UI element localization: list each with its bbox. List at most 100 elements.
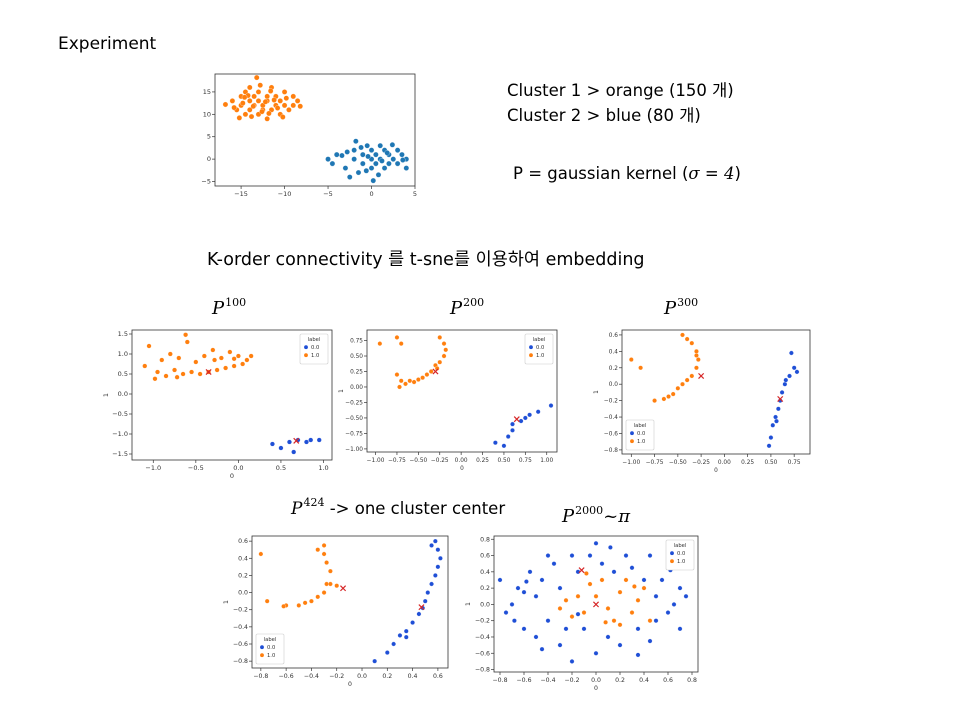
tsne-p300-plot-ytick-label: −0.4 — [604, 415, 618, 421]
raw-data-plot-frame — [214, 73, 416, 187]
tsne-p100-plot-ytick-label: 0.5 — [118, 370, 128, 378]
tsne-p424-plot-ytick-label: −0.8 — [233, 658, 248, 665]
tsne-p2000-plot-ytick-label: 0.8 — [480, 536, 490, 543]
tsne-p200-plot-point-orange — [397, 384, 402, 390]
tsne-p2000-plot-ylabel: 1 — [465, 602, 472, 606]
tsne-p2000-plot-point-blue_tsne — [677, 626, 683, 632]
raw-data-plot-point-blue_top — [373, 151, 379, 158]
tsne-p2000-plot-xtick-label: 0.2 — [615, 677, 625, 684]
tsne-p424-plot-point-blue_tsne — [425, 590, 431, 595]
tsne-p2000-plot-point-orange — [599, 577, 605, 583]
tsne-p200-plot-point-orange — [441, 353, 447, 359]
raw-data-plot-point-orange — [255, 89, 262, 95]
tsne-p200-plot-point-orange — [403, 381, 408, 387]
tsne-p100-plot-legend-marker — [304, 353, 308, 358]
tsne-p2000-plot-center-marker — [578, 567, 585, 574]
tsne-p300-plot: −1.00 −0.75 −0.50 −0.25 0.00 0.25 0.50 0.750.60… — [594, 329, 811, 474]
raw-data-plot-point-blue_top — [390, 156, 397, 162]
tsne-p300-plot-xtick-label: −1.00 — [622, 460, 640, 466]
tsne-p300-plot-ytick-label: 0.0 — [609, 382, 619, 388]
tsne-p2000-plot-point-blue_tsne — [608, 545, 613, 550]
label-p300: P300 — [664, 296, 698, 319]
tsne-p200-plot-legend-title: label — [533, 337, 546, 343]
raw-data-plot-point-orange — [262, 99, 269, 105]
tsne-p2000-plot-point-orange — [557, 606, 563, 611]
raw-data-plot-point-blue_top — [351, 156, 357, 162]
raw-data-plot-point-orange — [250, 103, 257, 110]
raw-data-plot-point-orange — [267, 88, 274, 94]
tsne-p200-plot-legend-marker — [529, 353, 533, 358]
tsne-p2000-plot-xtick-label: −0.8 — [492, 677, 507, 684]
tsne-p200-plot-point-blue_tsne — [522, 415, 528, 421]
tsne-p2000-plot-legend: label 0.0 1.0 — [665, 539, 695, 571]
raw-data-plot-point-orange — [231, 104, 237, 111]
raw-data-plot-xtick-label: 5 — [413, 190, 417, 198]
tsne-p2000-plot-point-blue_tsne — [503, 610, 509, 615]
tsne-p300-plot-point-orange — [628, 357, 634, 362]
tsne-p300-plot-point-blue_tsne — [791, 365, 797, 371]
tsne-p2000-plot-point-orange — [575, 593, 581, 599]
raw-data-plot-point-blue_top — [377, 142, 383, 149]
label-p200: P200 — [450, 296, 484, 319]
tsne-p2000-plot-ytick-label: 0.0 — [480, 601, 490, 608]
raw-data-plot-ytick-label: 15 — [203, 88, 211, 96]
tsne-p300-plot-point-orange — [661, 396, 667, 402]
tsne-p300-plot-ytick-label: −0.2 — [604, 399, 618, 405]
tsne-p2000-plot-point-blue_tsne — [677, 585, 683, 591]
tsne-p200-plot-ytick-label: 0.25 — [350, 369, 363, 375]
label-p100-exp: 100 — [225, 296, 247, 309]
tsne-p200-plot-legend-entry: 0.0 — [536, 345, 544, 351]
tsne-p2000-plot-xtick-label: 0.0 — [591, 677, 601, 684]
tsne-p424-plot-point-blue_tsne — [435, 547, 441, 553]
tsne-p200-plot-point-orange — [407, 378, 413, 384]
tsne-p200-plot-point-orange — [420, 375, 425, 381]
tsne-p100-plot-point-orange — [212, 357, 218, 363]
raw-data-plot-point-orange — [277, 98, 283, 104]
tsne-p300-plot-xlabel: 0 — [714, 468, 718, 474]
tsne-p2000-plot-point-orange — [569, 614, 575, 619]
label-p424-exp: 424 — [303, 496, 325, 509]
raw-data-plot-point-blue_top — [364, 142, 370, 149]
tsne-p2000-plot-xtick-label: 0.8 — [687, 677, 697, 684]
raw-data-plot-point-orange — [286, 107, 292, 113]
tsne-p2000-plot-point-blue_tsne — [683, 593, 689, 599]
tsne-p100-plot-point-orange — [223, 365, 229, 371]
label-p424: P424 -> one cluster center — [291, 496, 505, 519]
tsne-p2000-plot-ytick-label: −0.8 — [475, 667, 490, 674]
tsne-p300-plot-point-orange — [694, 349, 699, 354]
tsne-p200-plot: −1.00 −0.75 −0.50 −0.25 0.00 0.25 0.50 0.75 1.00… — [339, 329, 558, 472]
raw-data-plot-point-blue_top — [370, 177, 377, 184]
slide-title: Experiment — [58, 34, 157, 54]
raw-data-plot-point-blue_top — [339, 152, 345, 159]
raw-data-plot-point-orange — [283, 95, 290, 101]
tsne-p300-plot-point-orange — [694, 365, 699, 371]
tsne-p424-plot-legend-entry: 1.0 — [267, 653, 275, 659]
tsne-p100-plot: −1.0 −0.5 0.0 0.5 1.0 1.5 1.0 0.5 0.0 −0.5 −1.0 −1.… — [102, 329, 333, 480]
tsne-p2000-plot-ytick-label: −0.6 — [475, 650, 490, 657]
tsne-p300-plot-ylabel: 1 — [594, 390, 600, 394]
tsne-p2000-plot-point-orange — [611, 618, 617, 624]
raw-data-plot-point-orange — [290, 102, 297, 109]
tsne-p2000-plot-point-blue_tsne — [581, 626, 587, 632]
raw-data-plot-point-blue_top — [342, 165, 349, 171]
tsne-p424-plot-point-blue_tsne — [384, 650, 390, 655]
tsne-p2000-plot-point-blue_tsne — [665, 610, 671, 615]
tsne-p2000-plot-point-orange — [623, 577, 629, 583]
raw-data-plot-point-blue_top — [394, 147, 401, 153]
tsne-p300-plot-legend-title: label — [634, 423, 647, 429]
tsne-p424-plot-xtick-label: −0.2 — [329, 673, 344, 680]
tsne-p200-plot-legend: label 0.0 1.0 — [524, 333, 554, 365]
raw-data-plot-xtick-label: −10 — [278, 190, 292, 198]
raw-data-plot-point-blue_top — [351, 147, 357, 153]
tsne-p424-plot-point-orange — [334, 583, 340, 589]
tsne-p100-plot-point-orange — [210, 347, 216, 353]
tsne-p100-plot-point-blue_tsne — [269, 441, 275, 447]
tsne-p200-plot-point-orange — [424, 372, 430, 377]
label-p100: P100 — [212, 296, 246, 319]
kernel-text: P = gaussian kernel (σ = 4) — [513, 164, 741, 183]
raw-data-plot-point-blue_top — [329, 160, 336, 167]
tsne-p2000-plot-point-blue_tsne — [599, 561, 605, 567]
tsne-p100-plot-xtick-label: −0.5 — [188, 464, 204, 472]
raw-data-plot-point-blue_top — [368, 165, 375, 171]
tsne-p200-plot-point-blue_tsne — [501, 443, 507, 449]
